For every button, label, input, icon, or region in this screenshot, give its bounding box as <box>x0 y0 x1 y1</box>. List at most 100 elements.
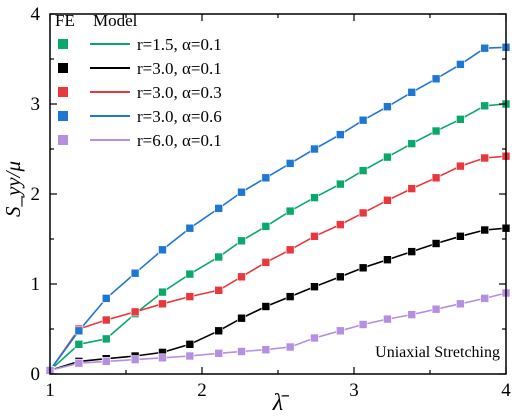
fe-marker-series-2 <box>237 313 246 323</box>
fe-marker-series-2 <box>336 272 345 282</box>
fe-marker-series-5 <box>237 347 246 356</box>
fe-marker-series-4 <box>358 115 368 125</box>
fe-marker-series-1 <box>285 206 295 216</box>
fe-marker-series-2 <box>358 263 368 273</box>
y-tick-label: 1 <box>31 274 41 295</box>
fe-marker-series-4 <box>74 326 84 336</box>
fe-marker-series-4 <box>185 223 195 233</box>
fe-marker-series-4 <box>480 43 490 53</box>
fe-marker-series-3 <box>237 272 246 282</box>
fe-marker-series-1 <box>407 139 417 148</box>
legend-label: r=3.0, α=0.1 <box>137 59 222 78</box>
fe-marker-series-3 <box>101 315 111 325</box>
fe-marker-series-3 <box>310 232 319 241</box>
fe-marker-series-5 <box>158 353 167 363</box>
fe-marker-series-2 <box>383 255 392 264</box>
fe-marker-series-3 <box>407 184 417 193</box>
fe-markers <box>45 42 511 375</box>
fe-marker-series-3 <box>158 299 167 309</box>
fe-marker-series-5 <box>214 348 224 358</box>
y-tick-label: 4 <box>31 4 41 25</box>
legend-fe-marker <box>58 87 68 97</box>
fe-marker-series-4 <box>431 74 441 84</box>
fe-marker-series-2 <box>285 292 295 301</box>
fe-marker-series-1 <box>214 252 224 262</box>
fe-marker-series-4 <box>310 144 319 154</box>
y-tick-label: 0 <box>31 364 41 385</box>
fe-marker-series-3 <box>336 220 345 229</box>
legend-fe-marker <box>58 111 68 121</box>
model-line-series-3 <box>49 155 507 371</box>
fe-marker-series-2 <box>407 247 417 256</box>
x-tick-label: 1 <box>45 380 55 401</box>
legend: FE Model r=1.5, α=0.1 r=3.0, α=0.1 r=3.0, … <box>55 11 222 150</box>
fe-marker-series-1 <box>261 222 271 231</box>
legend-header-fe: FE <box>55 11 75 30</box>
fe-marker-series-1 <box>456 115 465 124</box>
fe-marker-series-4 <box>336 130 345 139</box>
fe-marker-series-1 <box>358 166 368 175</box>
fe-marker-series-3 <box>383 196 392 205</box>
legend-fe-marker <box>58 39 68 49</box>
fe-marker-series-3 <box>185 292 195 301</box>
fe-marker-series-5 <box>285 342 295 352</box>
fe-marker-series-5 <box>383 314 392 324</box>
fe-marker-series-3 <box>456 161 465 171</box>
fe-marker-series-5 <box>74 358 84 368</box>
legend-label: r=1.5, α=0.1 <box>137 35 222 54</box>
fe-marker-series-1 <box>383 152 392 162</box>
fe-marker-series-5 <box>336 326 345 336</box>
fe-marker-series-1 <box>310 193 319 202</box>
fe-marker-series-2 <box>456 232 465 241</box>
model-lines <box>49 46 507 372</box>
fe-marker-series-5 <box>310 333 319 343</box>
y-tick-label: 2 <box>31 184 41 205</box>
fe-marker-series-5 <box>456 299 465 309</box>
fe-marker-series-4 <box>214 204 224 213</box>
legend-header-model: Model <box>93 11 138 30</box>
fe-marker-series-1 <box>185 269 195 279</box>
fe-marker-series-5 <box>407 310 417 319</box>
fe-marker-series-4 <box>456 60 465 69</box>
fe-marker-series-1 <box>431 126 441 136</box>
legend-label: r=6.0, α=0.1 <box>137 131 222 150</box>
fe-marker-series-2 <box>214 326 224 336</box>
fe-marker-series-1 <box>158 287 167 297</box>
y-tick-label: 3 <box>31 94 41 115</box>
x-tick-label: 2 <box>197 380 207 401</box>
fe-marker-series-1 <box>237 236 246 246</box>
chart-annotation: Uniaxial Stretching <box>375 344 500 361</box>
fe-marker-series-5 <box>480 294 490 303</box>
y-axis-title: S_yy/μ <box>1 161 25 217</box>
fe-marker-series-5 <box>130 355 140 364</box>
fe-marker-series-5 <box>261 345 271 355</box>
fe-marker-series-4 <box>158 245 167 255</box>
model-line-series-1 <box>49 103 507 371</box>
fe-marker-series-4 <box>407 88 417 97</box>
fe-marker-series-2 <box>310 282 319 292</box>
fe-marker-series-4 <box>383 102 392 111</box>
legend-fe-marker <box>58 135 68 145</box>
fe-marker-series-5 <box>431 304 441 314</box>
fe-marker-series-3 <box>261 258 271 267</box>
fe-marker-series-3 <box>480 153 490 163</box>
fe-marker-series-5 <box>185 351 195 361</box>
fe-marker-series-3 <box>214 285 224 295</box>
legend-label: r=3.0, α=0.6 <box>137 107 222 126</box>
legend-fe-marker <box>58 63 68 73</box>
x-tick-label: 4 <box>501 380 511 401</box>
fe-marker-series-3 <box>285 245 295 255</box>
fe-marker-series-5 <box>358 320 368 329</box>
fe-marker-series-3 <box>431 173 441 183</box>
fe-marker-series-4 <box>101 294 111 303</box>
fe-marker-series-4 <box>237 187 246 197</box>
fe-marker-series-2 <box>261 302 271 311</box>
fe-marker-series-4 <box>261 173 271 183</box>
fe-marker-series-3 <box>358 208 368 218</box>
fe-marker-series-3 <box>130 307 140 317</box>
x-axis-title: λ̄ <box>272 390 289 416</box>
fe-marker-series-2 <box>480 225 490 235</box>
fe-marker-series-4 <box>285 159 295 168</box>
fe-marker-series-1 <box>336 179 345 189</box>
